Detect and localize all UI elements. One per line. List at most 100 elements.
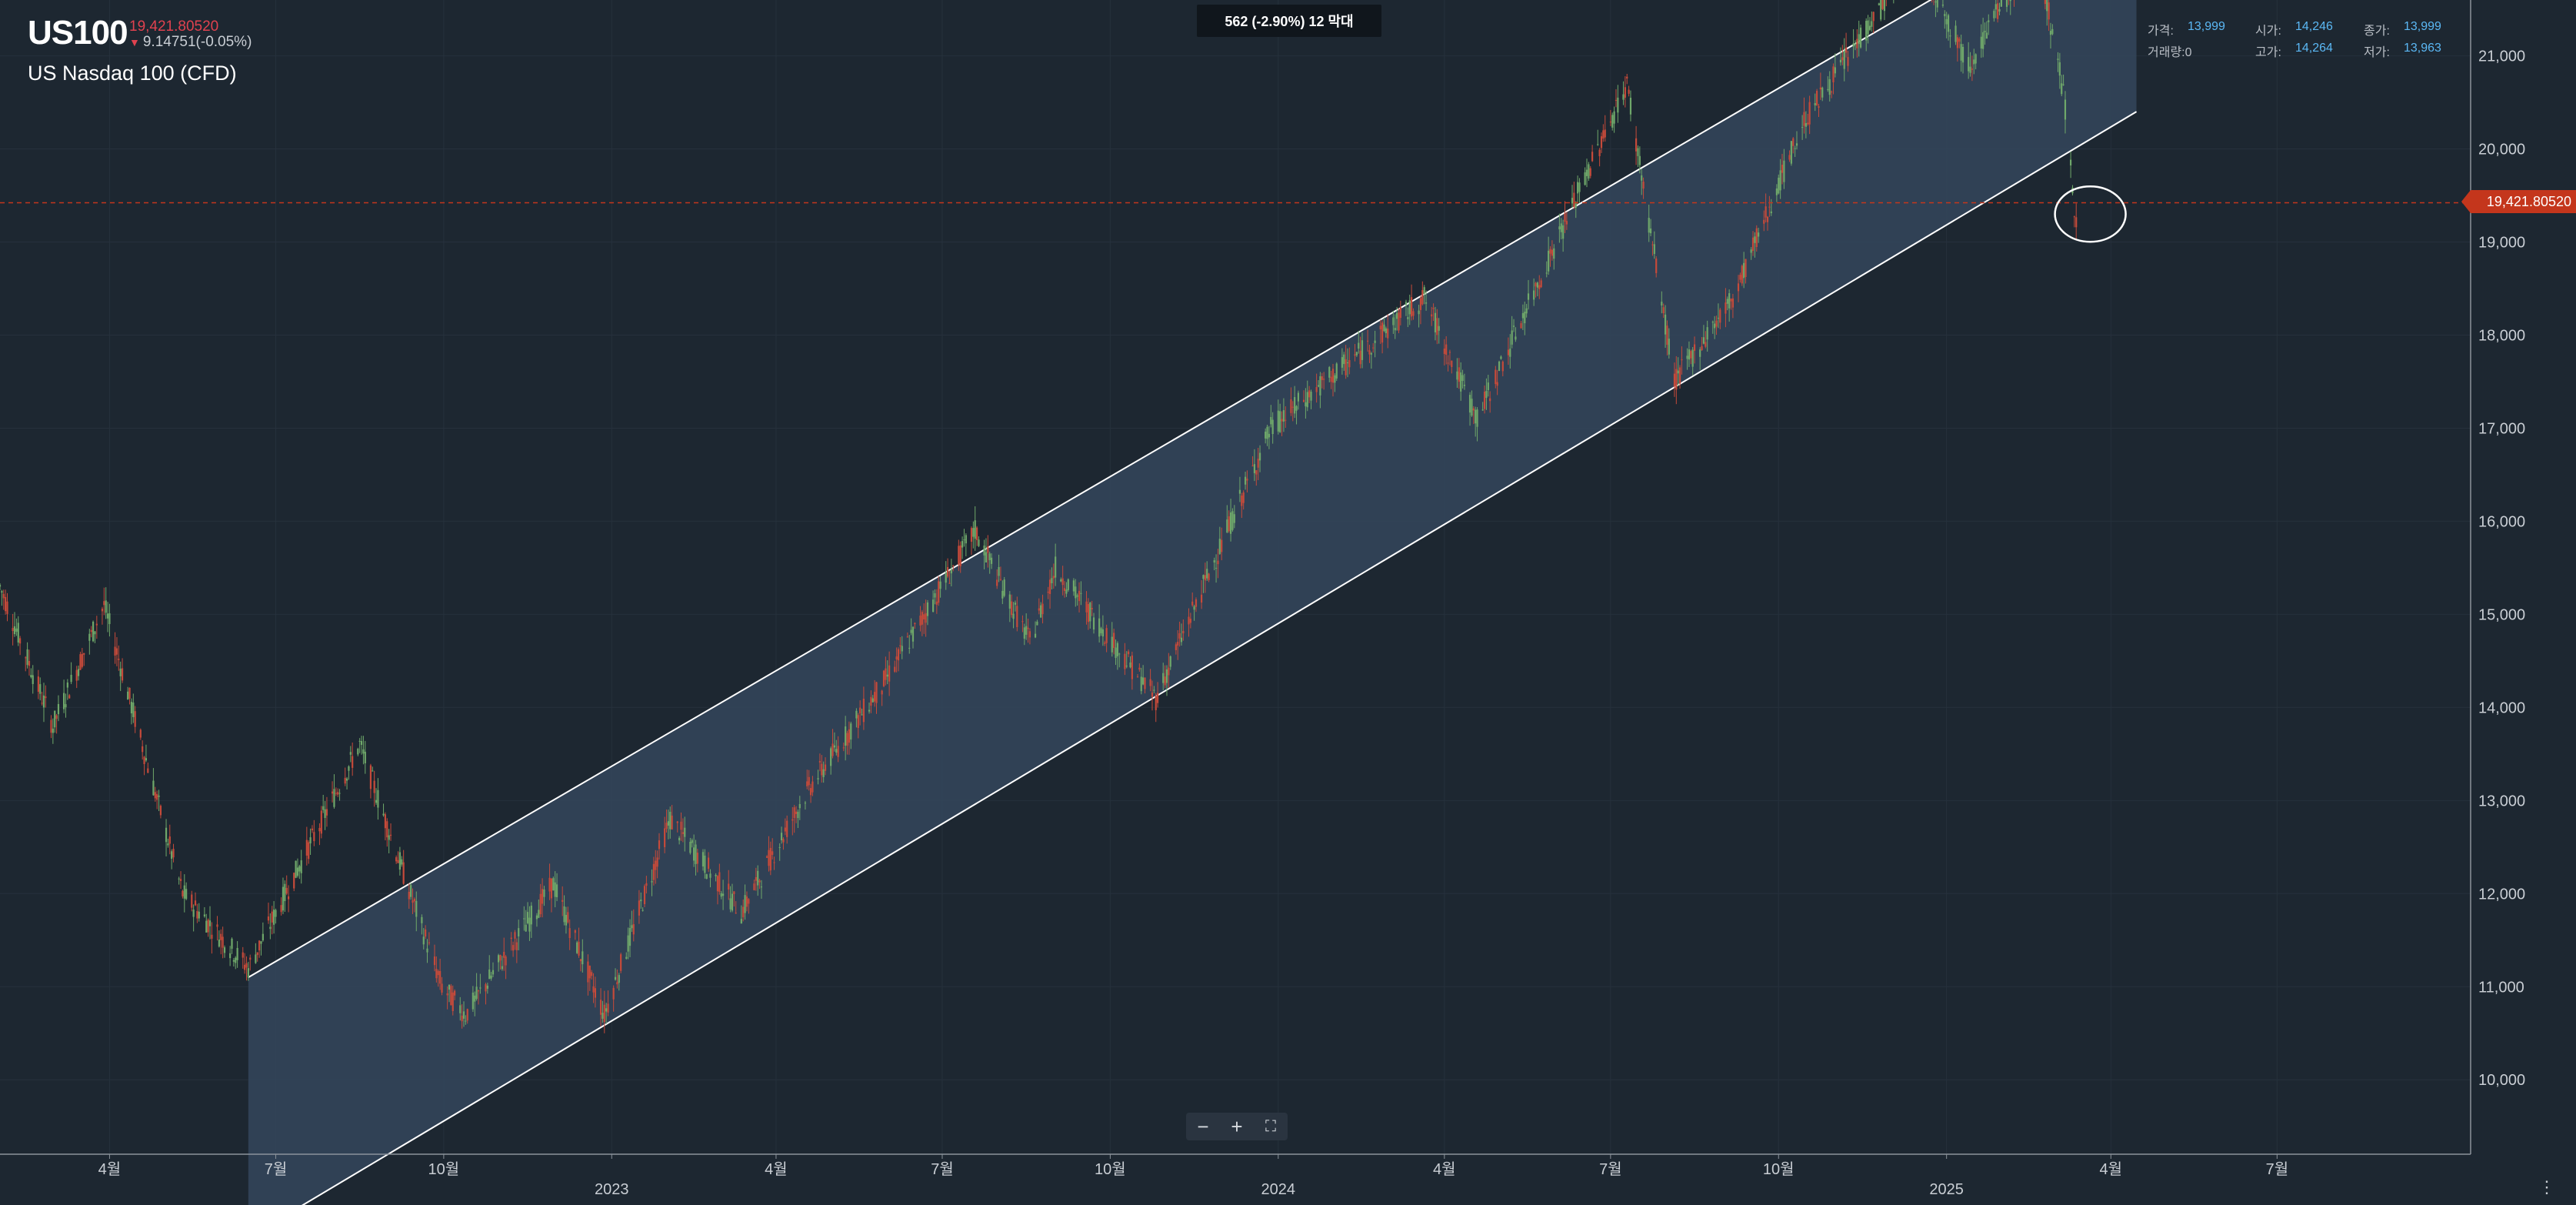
candle-body	[784, 827, 786, 832]
candle-body	[183, 885, 185, 899]
candle-body	[1949, 35, 1951, 37]
instrument-name: US Nasdaq 100 (CFD)	[28, 62, 237, 85]
candle-body	[389, 834, 392, 836]
candle-body	[437, 970, 439, 976]
candle-body	[1765, 206, 1767, 218]
candle-body	[620, 954, 622, 971]
candle-body	[1294, 397, 1296, 414]
candle-body	[1425, 302, 1428, 304]
candle-body	[1805, 123, 1807, 127]
candle-body	[932, 599, 935, 613]
x-tick-label: 7월	[931, 1160, 954, 1178]
candle-body	[490, 975, 492, 979]
candle-body	[1385, 328, 1387, 333]
candle-body	[231, 938, 233, 949]
candle-body	[1098, 618, 1101, 637]
candle-body	[1202, 575, 1205, 579]
candle-body	[154, 792, 156, 799]
candle-body	[348, 766, 350, 771]
candle-body	[1489, 398, 1491, 402]
candle-body	[1578, 182, 1581, 192]
candle-body	[1549, 249, 1551, 254]
candle-body	[910, 629, 912, 633]
candle-body	[1638, 155, 1641, 165]
candle-body	[939, 581, 941, 589]
candle-body	[194, 900, 197, 906]
candle-body	[313, 832, 315, 842]
candle-body	[1169, 656, 1171, 667]
candle-body	[1994, 4, 1997, 10]
candle-body	[287, 896, 290, 900]
candle-body	[695, 844, 697, 864]
zoom-in-button[interactable]: +	[1231, 1115, 1243, 1138]
candle-body	[1257, 459, 1259, 468]
candle-body	[1011, 601, 1013, 616]
candle-body	[510, 937, 512, 940]
candle-body	[1140, 676, 1142, 692]
candle-body	[616, 982, 618, 985]
chart-overlay	[0, 185, 2471, 243]
candle-body	[625, 956, 628, 959]
candle-body	[1626, 76, 1628, 78]
candle-body	[1111, 636, 1113, 653]
candle-body	[665, 823, 668, 829]
candle-body	[172, 849, 175, 858]
candle-body	[1509, 349, 1511, 357]
candle-body	[450, 986, 452, 1006]
candle-body	[1536, 282, 1538, 288]
candle-body	[855, 710, 858, 719]
candle-body	[1548, 250, 1550, 272]
candle-body	[167, 843, 169, 846]
candle-body	[362, 749, 365, 754]
candle-body	[1956, 37, 1959, 48]
candle-body	[1271, 419, 1274, 435]
candle-body	[1515, 336, 1517, 340]
candle-body	[223, 947, 226, 953]
candle-body	[1408, 300, 1411, 315]
channel-lower-line	[301, 111, 2138, 1205]
candle-body	[152, 780, 155, 796]
candle-body	[1498, 361, 1501, 372]
candle-body	[1808, 102, 1811, 125]
candle-body	[325, 809, 328, 816]
candle-body	[1295, 406, 1298, 411]
candle-body	[1315, 387, 1318, 392]
candle-body	[755, 877, 757, 881]
candle-body	[1971, 68, 1974, 70]
candle-body	[1165, 669, 1168, 683]
candle-body	[1859, 27, 1862, 48]
candle-body	[793, 807, 795, 819]
candle-body	[846, 733, 848, 746]
candle-body	[1719, 309, 1721, 323]
candle-body	[1124, 653, 1126, 669]
candle-body	[1520, 322, 1522, 329]
candle-body	[857, 715, 859, 729]
candle-body	[1783, 160, 1785, 182]
candle-body	[2061, 83, 2063, 95]
candle-body	[2069, 159, 2072, 165]
candle-body	[780, 833, 783, 841]
candle-body	[45, 696, 47, 699]
candle-body	[1611, 115, 1614, 128]
candle-body	[831, 743, 834, 756]
candle-body	[1564, 213, 1566, 222]
candle-body	[1290, 399, 1292, 413]
candle-body	[128, 687, 131, 699]
zoom-out-button[interactable]: −	[1197, 1115, 1209, 1138]
candle-body	[1379, 325, 1381, 330]
candle-body	[1730, 299, 1732, 302]
candle-body	[1475, 409, 1477, 424]
candle-body	[848, 729, 851, 743]
more-menu-icon[interactable]: ⋮	[2538, 1177, 2555, 1197]
candle-body	[1944, 14, 1946, 17]
fullscreen-icon[interactable]: ⛶	[1265, 1118, 1276, 1135]
candle-body	[638, 900, 640, 916]
candle-body	[1678, 367, 1681, 384]
candle-body	[1188, 616, 1190, 625]
candle-body	[1358, 342, 1360, 349]
candle-body	[811, 781, 814, 793]
candle-body	[1803, 112, 1805, 126]
candle-body	[439, 970, 442, 984]
